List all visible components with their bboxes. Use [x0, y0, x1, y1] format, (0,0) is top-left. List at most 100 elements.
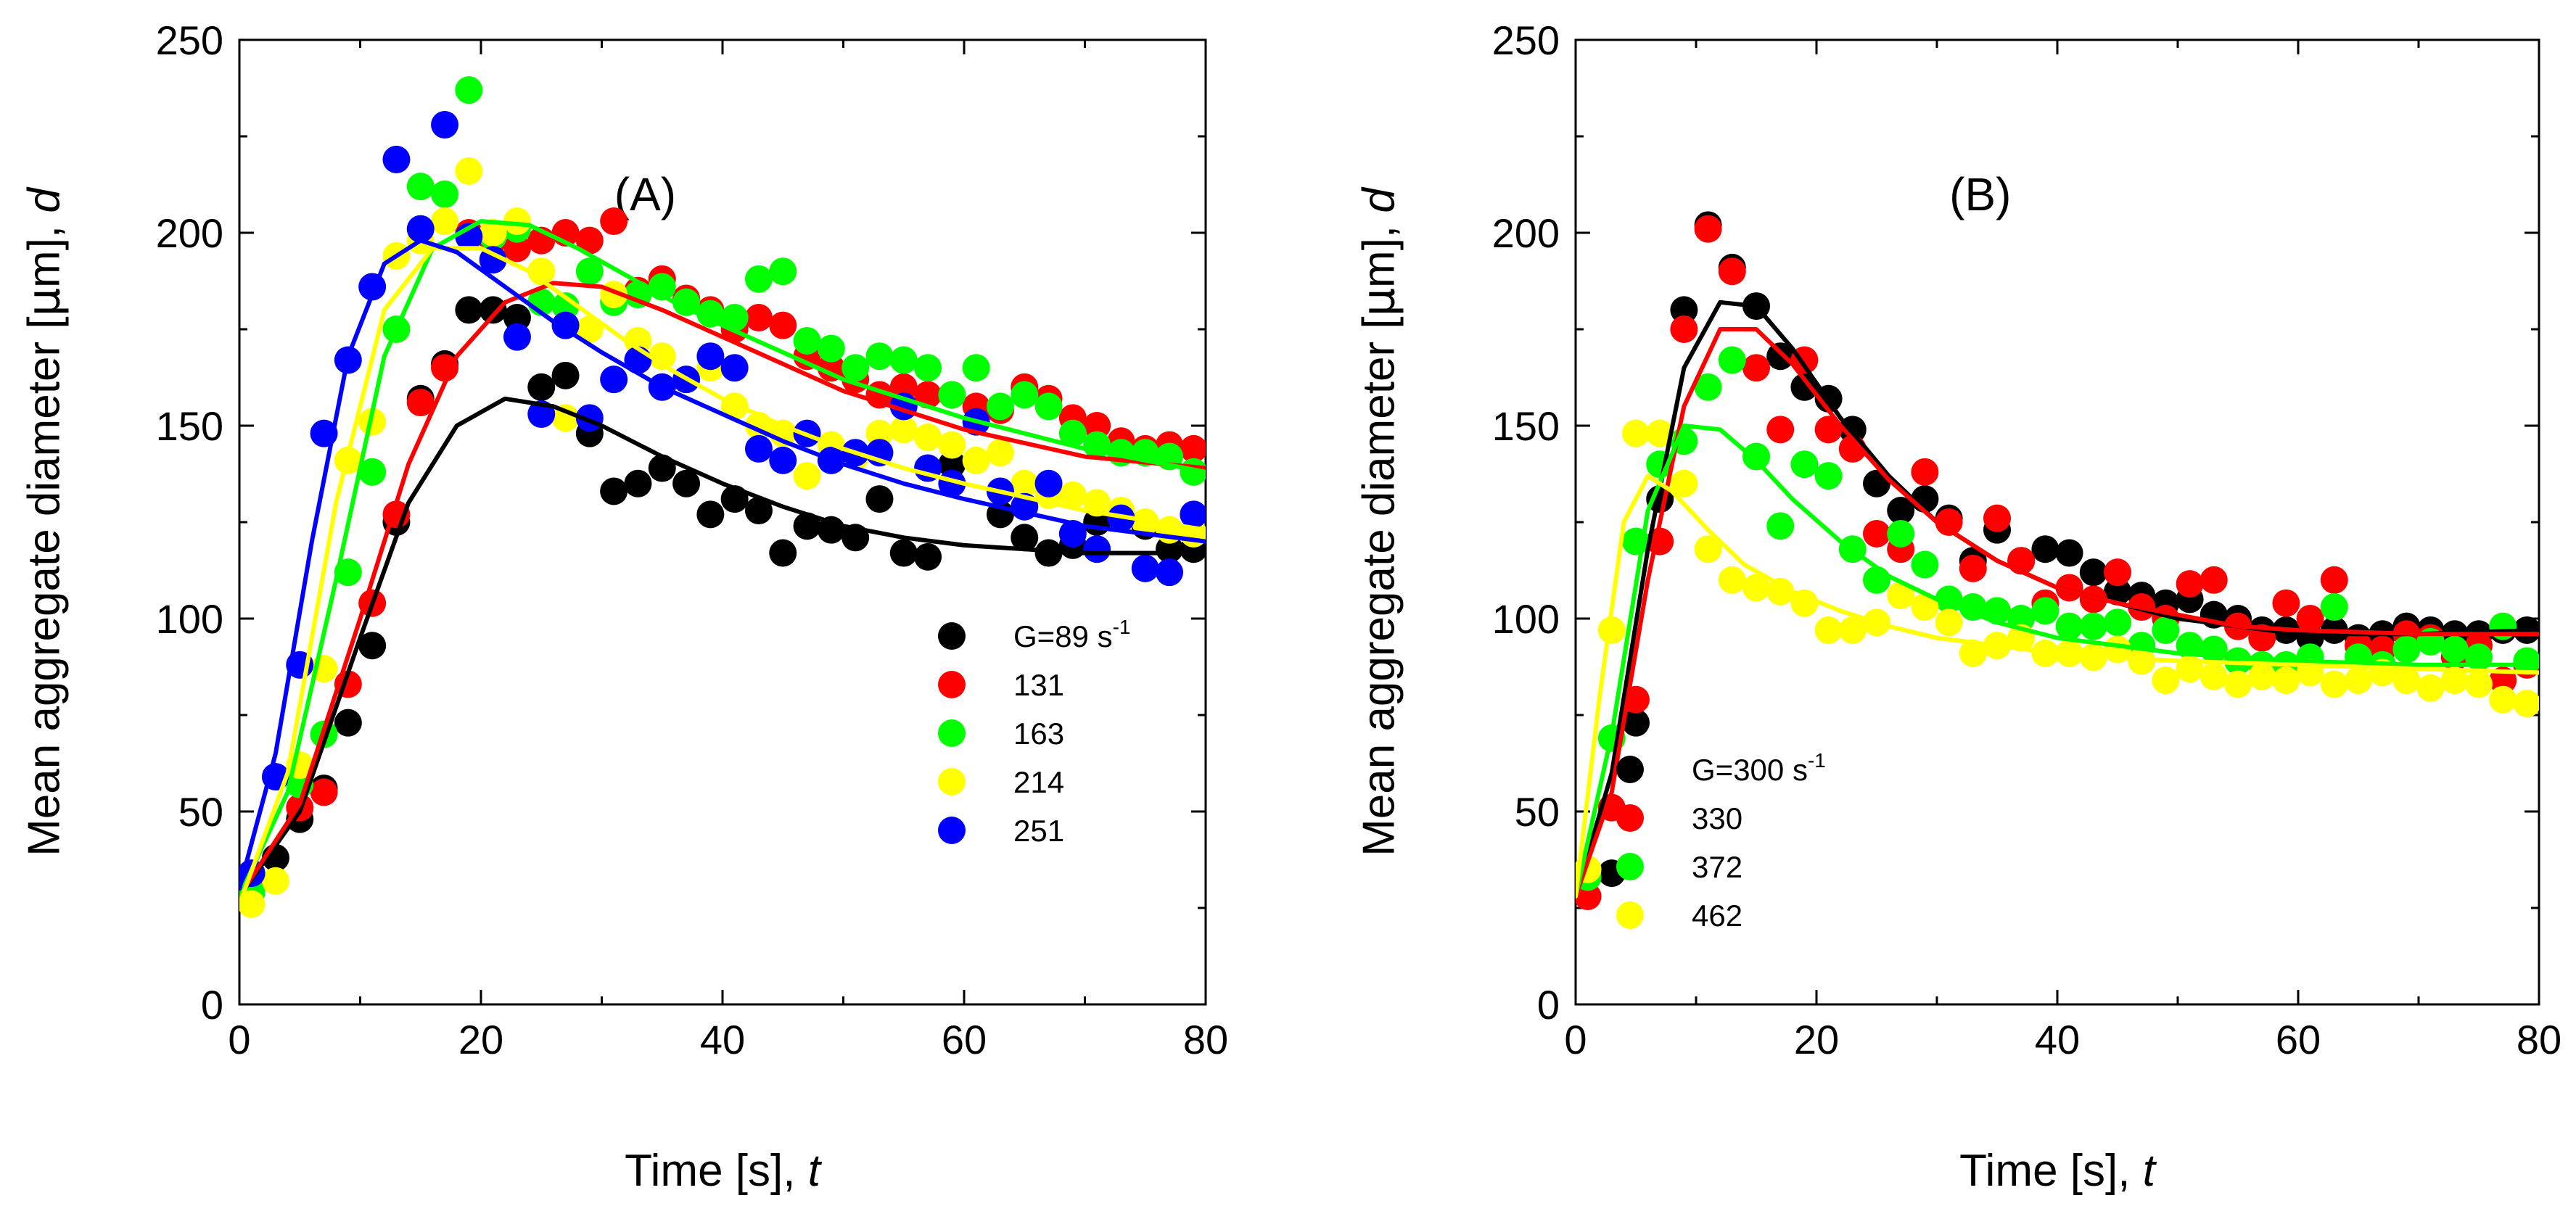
y-axis-label: Mean aggregate diameter [μm], d	[1352, 186, 1405, 856]
x-tick-label: 0	[1564, 1017, 1587, 1062]
data-point	[1887, 582, 1915, 610]
x-tick-label: 40	[2035, 1017, 2080, 1062]
data-point	[1983, 504, 2011, 532]
data-point	[1911, 593, 1939, 621]
data-point	[865, 419, 894, 447]
data-point	[479, 296, 507, 324]
data-point	[2079, 558, 2107, 587]
data-point	[1863, 566, 1890, 594]
y-axis-label-suffix: m],	[20, 213, 70, 288]
y-axis-label-var: d	[20, 186, 70, 213]
data-point	[889, 373, 918, 401]
panel-label: (A)	[614, 168, 676, 220]
data-point	[2104, 608, 2131, 637]
data-point	[358, 458, 387, 486]
data-point	[769, 539, 797, 567]
data-point	[1670, 296, 1698, 324]
data-point	[1694, 535, 1722, 563]
legend-label-sup: -1	[1113, 616, 1131, 638]
data-point	[2272, 589, 2300, 617]
data-point	[1935, 508, 1963, 536]
x-tick-label: 40	[700, 1017, 745, 1062]
fit-line-1	[239, 281, 1206, 899]
data-point	[769, 257, 797, 286]
data-point	[769, 311, 797, 339]
data-point	[2200, 635, 2228, 664]
data-point	[1131, 554, 1159, 582]
fit-line-0	[239, 396, 1206, 899]
data-point	[358, 632, 387, 660]
data-point	[1011, 381, 1039, 409]
data-point	[1959, 639, 1987, 667]
data-point	[744, 497, 773, 525]
data-point	[744, 434, 773, 463]
fit-line-3	[239, 246, 1206, 906]
data-point	[551, 404, 580, 432]
data-point	[2055, 539, 2083, 567]
legend-label-text: G=300 s	[1692, 753, 1808, 787]
data-point	[406, 173, 435, 201]
data-point	[551, 361, 580, 389]
data-point	[672, 469, 701, 497]
legend-marker	[1616, 901, 1644, 929]
data-point	[1863, 519, 1890, 548]
data-point	[1742, 442, 1770, 471]
panel-a: 0 20 40 60 80 0 50 100 150 200 250 Time [s], t Mean …	[17, 17, 1228, 1196]
data-point	[2465, 670, 2493, 698]
data-point	[1180, 434, 1206, 463]
data-point	[1622, 419, 1650, 447]
data-point	[1911, 458, 1939, 486]
data-point	[817, 334, 845, 363]
data-point	[1838, 616, 1867, 644]
data-point	[914, 542, 942, 571]
data-point	[2104, 558, 2131, 587]
y-axis-label-prefix: Mean aggregate diameter [	[20, 316, 70, 856]
x-axis-label-text: Time [s],	[1959, 1146, 2143, 1196]
data-point	[696, 342, 725, 371]
data-point	[2031, 597, 2059, 625]
data-point	[2513, 647, 2539, 675]
data-point	[889, 416, 918, 444]
legend-label-sup: -1	[1808, 749, 1826, 772]
y-tick-label: 0	[201, 982, 223, 1028]
data-point	[2392, 666, 2421, 695]
data-point	[2200, 662, 2228, 690]
y-tick-label: 200	[156, 210, 223, 256]
data-point	[431, 354, 459, 382]
y-tick-label: 250	[156, 17, 223, 63]
legend-label: 372	[1692, 850, 1742, 884]
legend-label: 330	[1692, 801, 1742, 835]
data-point	[817, 354, 845, 382]
fit-line-2	[239, 219, 1206, 899]
legend-label: 163	[1013, 716, 1064, 751]
data-point	[841, 354, 870, 382]
data-point	[431, 111, 459, 139]
data-point	[1083, 535, 1111, 563]
data-point	[793, 462, 821, 490]
data-point	[1034, 392, 1063, 421]
data-point	[431, 180, 459, 208]
data-point	[938, 450, 966, 479]
data-point	[2200, 566, 2228, 594]
x-tick-label: 60	[942, 1017, 987, 1062]
data-point	[744, 265, 773, 293]
data-point	[1790, 589, 1819, 617]
data-point	[1959, 554, 1987, 582]
data-point	[455, 157, 483, 185]
x-tick-label: 80	[2517, 1017, 2561, 1062]
data-point	[2031, 535, 2059, 563]
data-point	[2079, 585, 2107, 614]
data-point	[575, 226, 604, 255]
legend-label-text: G=89 s	[1013, 619, 1113, 653]
data-point	[1935, 608, 1963, 637]
data-point	[938, 381, 966, 409]
data-point	[2079, 612, 2107, 640]
data-point	[551, 292, 580, 321]
data-point	[793, 512, 821, 540]
data-point	[600, 477, 628, 505]
legend-label: 131	[1013, 668, 1064, 702]
data-point	[406, 215, 435, 243]
legend-label-text: 330	[1692, 801, 1742, 835]
data-point	[1718, 346, 1746, 374]
data-point	[1742, 354, 1770, 382]
